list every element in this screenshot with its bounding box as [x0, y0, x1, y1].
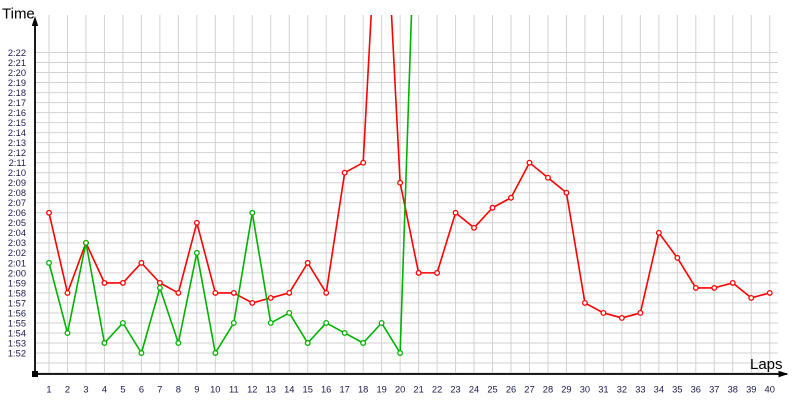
svg-text:18: 18	[358, 385, 368, 395]
svg-text:7: 7	[157, 385, 162, 395]
svg-text:34: 34	[654, 385, 664, 395]
svg-text:Laps: Laps	[750, 356, 783, 373]
svg-text:3: 3	[83, 385, 88, 395]
svg-text:2:01: 2:01	[8, 258, 26, 268]
svg-text:35: 35	[672, 385, 682, 395]
svg-text:1:58: 1:58	[8, 288, 26, 298]
svg-text:23: 23	[450, 385, 460, 395]
svg-text:2:10: 2:10	[8, 168, 26, 178]
svg-text:2:07: 2:07	[8, 198, 26, 208]
svg-text:2: 2	[65, 385, 70, 395]
svg-text:1:53: 1:53	[8, 338, 26, 348]
svg-text:13: 13	[266, 385, 276, 395]
svg-text:12: 12	[247, 385, 257, 395]
svg-text:2:04: 2:04	[8, 228, 26, 238]
svg-text:15: 15	[303, 385, 313, 395]
svg-text:6: 6	[139, 385, 144, 395]
svg-text:2:14: 2:14	[8, 128, 26, 138]
svg-text:2:00: 2:00	[8, 268, 26, 278]
svg-text:2:12: 2:12	[8, 148, 26, 158]
svg-text:1:56: 1:56	[8, 308, 26, 318]
svg-text:39: 39	[746, 385, 756, 395]
svg-text:8: 8	[176, 385, 181, 395]
svg-text:4: 4	[102, 385, 107, 395]
svg-text:2:03: 2:03	[8, 238, 26, 248]
svg-text:33: 33	[635, 385, 645, 395]
svg-text:1:59: 1:59	[8, 278, 26, 288]
svg-text:14: 14	[284, 385, 294, 395]
svg-text:2:18: 2:18	[8, 88, 26, 98]
svg-text:24: 24	[469, 385, 479, 395]
svg-text:16: 16	[321, 385, 331, 395]
svg-text:40: 40	[765, 385, 775, 395]
svg-text:1:52: 1:52	[8, 348, 26, 358]
svg-text:11: 11	[229, 385, 239, 395]
svg-text:17: 17	[340, 385, 350, 395]
svg-text:1:55: 1:55	[8, 318, 26, 328]
svg-text:29: 29	[561, 385, 571, 395]
svg-text:9: 9	[194, 385, 199, 395]
svg-text:21: 21	[413, 385, 423, 395]
svg-text:30: 30	[580, 385, 590, 395]
svg-text:2:20: 2:20	[8, 68, 26, 78]
svg-text:2:11: 2:11	[9, 158, 26, 168]
svg-text:2:22: 2:22	[8, 48, 26, 58]
svg-text:2:05: 2:05	[8, 218, 26, 228]
svg-text:32: 32	[617, 385, 627, 395]
svg-text:36: 36	[691, 385, 701, 395]
svg-text:38: 38	[728, 385, 738, 395]
svg-text:2:13: 2:13	[8, 138, 26, 148]
svg-text:31: 31	[598, 385, 608, 395]
svg-text:5: 5	[120, 385, 125, 395]
svg-text:27: 27	[524, 385, 534, 395]
svg-text:1:54: 1:54	[8, 328, 26, 338]
svg-text:2:08: 2:08	[8, 188, 26, 198]
svg-text:2:09: 2:09	[8, 178, 26, 188]
svg-text:2:15: 2:15	[8, 118, 26, 128]
svg-text:1: 1	[46, 385, 51, 395]
svg-text:19: 19	[376, 385, 386, 395]
svg-text:Time: Time	[2, 6, 35, 23]
svg-text:1:57: 1:57	[8, 298, 26, 308]
svg-text:2:02: 2:02	[8, 248, 26, 258]
svg-text:25: 25	[487, 385, 497, 395]
svg-text:2:19: 2:19	[8, 78, 26, 88]
svg-text:2:17: 2:17	[8, 98, 26, 108]
svg-text:2:16: 2:16	[8, 108, 26, 118]
svg-text:2:06: 2:06	[8, 208, 26, 218]
svg-text:10: 10	[210, 385, 220, 395]
svg-text:28: 28	[543, 385, 553, 395]
svg-text:37: 37	[709, 385, 719, 395]
svg-text:2:21: 2:21	[8, 58, 26, 68]
svg-text:22: 22	[432, 385, 442, 395]
svg-text:20: 20	[395, 385, 405, 395]
svg-text:26: 26	[506, 385, 516, 395]
